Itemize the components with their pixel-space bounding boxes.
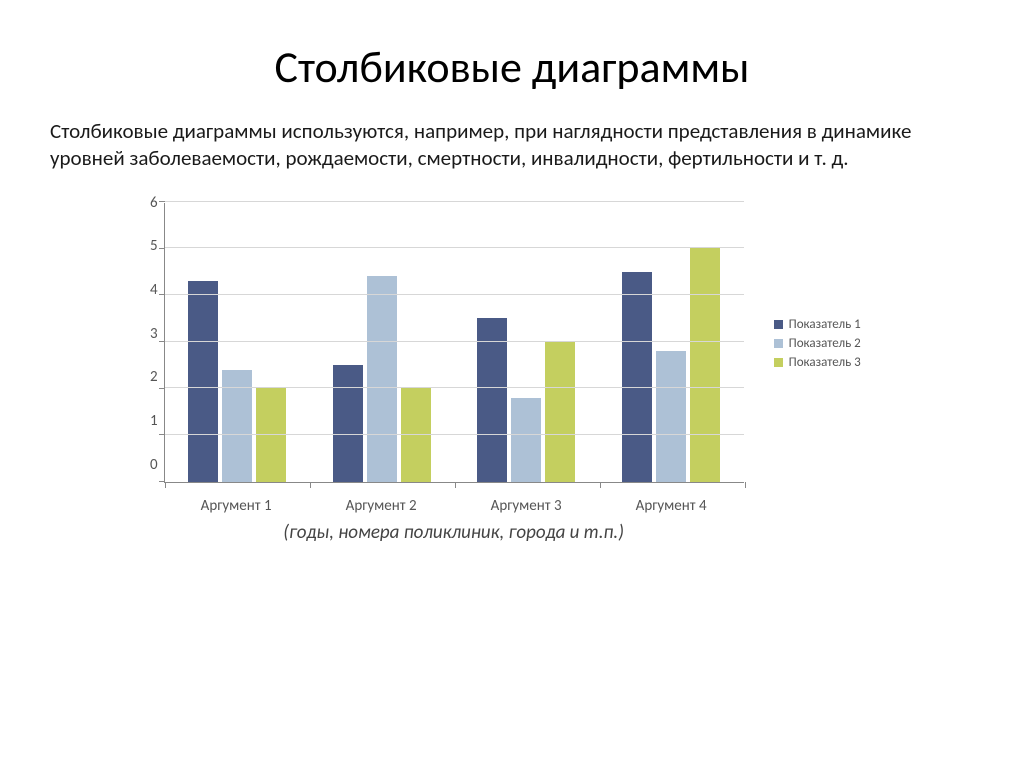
bar: [367, 276, 397, 481]
y-tick: [159, 294, 165, 295]
gridline: [165, 387, 744, 388]
bar-group: [331, 276, 433, 481]
plot-area: [164, 203, 744, 483]
y-tick: [159, 248, 165, 249]
y-tick: [159, 341, 165, 342]
x-tick-label: Аргумент 3: [466, 497, 586, 515]
x-tick-label: Аргумент 2: [321, 497, 441, 515]
gridline: [165, 434, 744, 435]
y-tick-label: 4: [150, 281, 158, 299]
bar: [622, 272, 652, 482]
bar: [477, 318, 507, 481]
page-subtitle: Столбиковые диаграммы используются, напр…: [50, 118, 974, 173]
bar: [690, 248, 720, 481]
legend-item: Показатель 2: [774, 336, 861, 351]
x-axis-caption: (годы, номера поликлиник, города и т.п.): [164, 521, 744, 544]
gridline: [165, 294, 744, 295]
bar: [511, 398, 541, 482]
legend-item: Показатель 1: [774, 317, 861, 332]
legend-label: Показатель 3: [789, 355, 861, 370]
legend-label: Показатель 2: [789, 336, 861, 351]
x-tick-label: Аргумент 4: [611, 497, 731, 515]
legend-label: Показатель 1: [789, 317, 861, 332]
y-tick-label: 3: [150, 325, 158, 343]
bar: [545, 342, 575, 482]
x-tick: [310, 482, 311, 488]
x-tick: [165, 482, 166, 488]
page-title: Столбиковые диаграммы: [50, 40, 974, 94]
legend-swatch: [774, 339, 783, 348]
y-tick-label: 6: [150, 194, 158, 212]
bar-groups: [165, 203, 744, 482]
x-axis-labels: Аргумент 1 Аргумент 2 Аргумент 3 Аргумент 4: [164, 497, 744, 515]
y-tick: [159, 388, 165, 389]
x-tick: [745, 482, 746, 488]
y-tick-label: 1: [150, 412, 158, 430]
y-tick: [159, 434, 165, 435]
gridline: [165, 341, 744, 342]
legend-swatch: [774, 358, 783, 367]
gridline: [165, 247, 744, 248]
bar-group: [475, 318, 577, 481]
x-tick: [455, 482, 456, 488]
bar-group: [620, 248, 722, 481]
legend-swatch: [774, 320, 783, 329]
legend: Показатель 1 Показатель 2 Показатель 3: [774, 313, 861, 374]
y-axis: 6 5 4 3 2 1 0: [150, 194, 164, 474]
x-tick: [600, 482, 601, 488]
legend-item: Показатель 3: [774, 355, 861, 370]
gridline: [165, 201, 744, 202]
y-tick-label: 2: [150, 368, 158, 386]
bar: [656, 351, 686, 482]
bar-group: [186, 281, 288, 482]
y-tick: [159, 201, 165, 202]
x-tick-label: Аргумент 1: [176, 497, 296, 515]
y-tick-label: 5: [150, 237, 158, 255]
bar-chart: 6543210 Аргумент 1Аргумент 2Аргумент 3Ар…: [150, 203, 974, 544]
y-tick-label: 0: [150, 456, 158, 474]
bar: [188, 281, 218, 482]
bar: [333, 365, 363, 482]
